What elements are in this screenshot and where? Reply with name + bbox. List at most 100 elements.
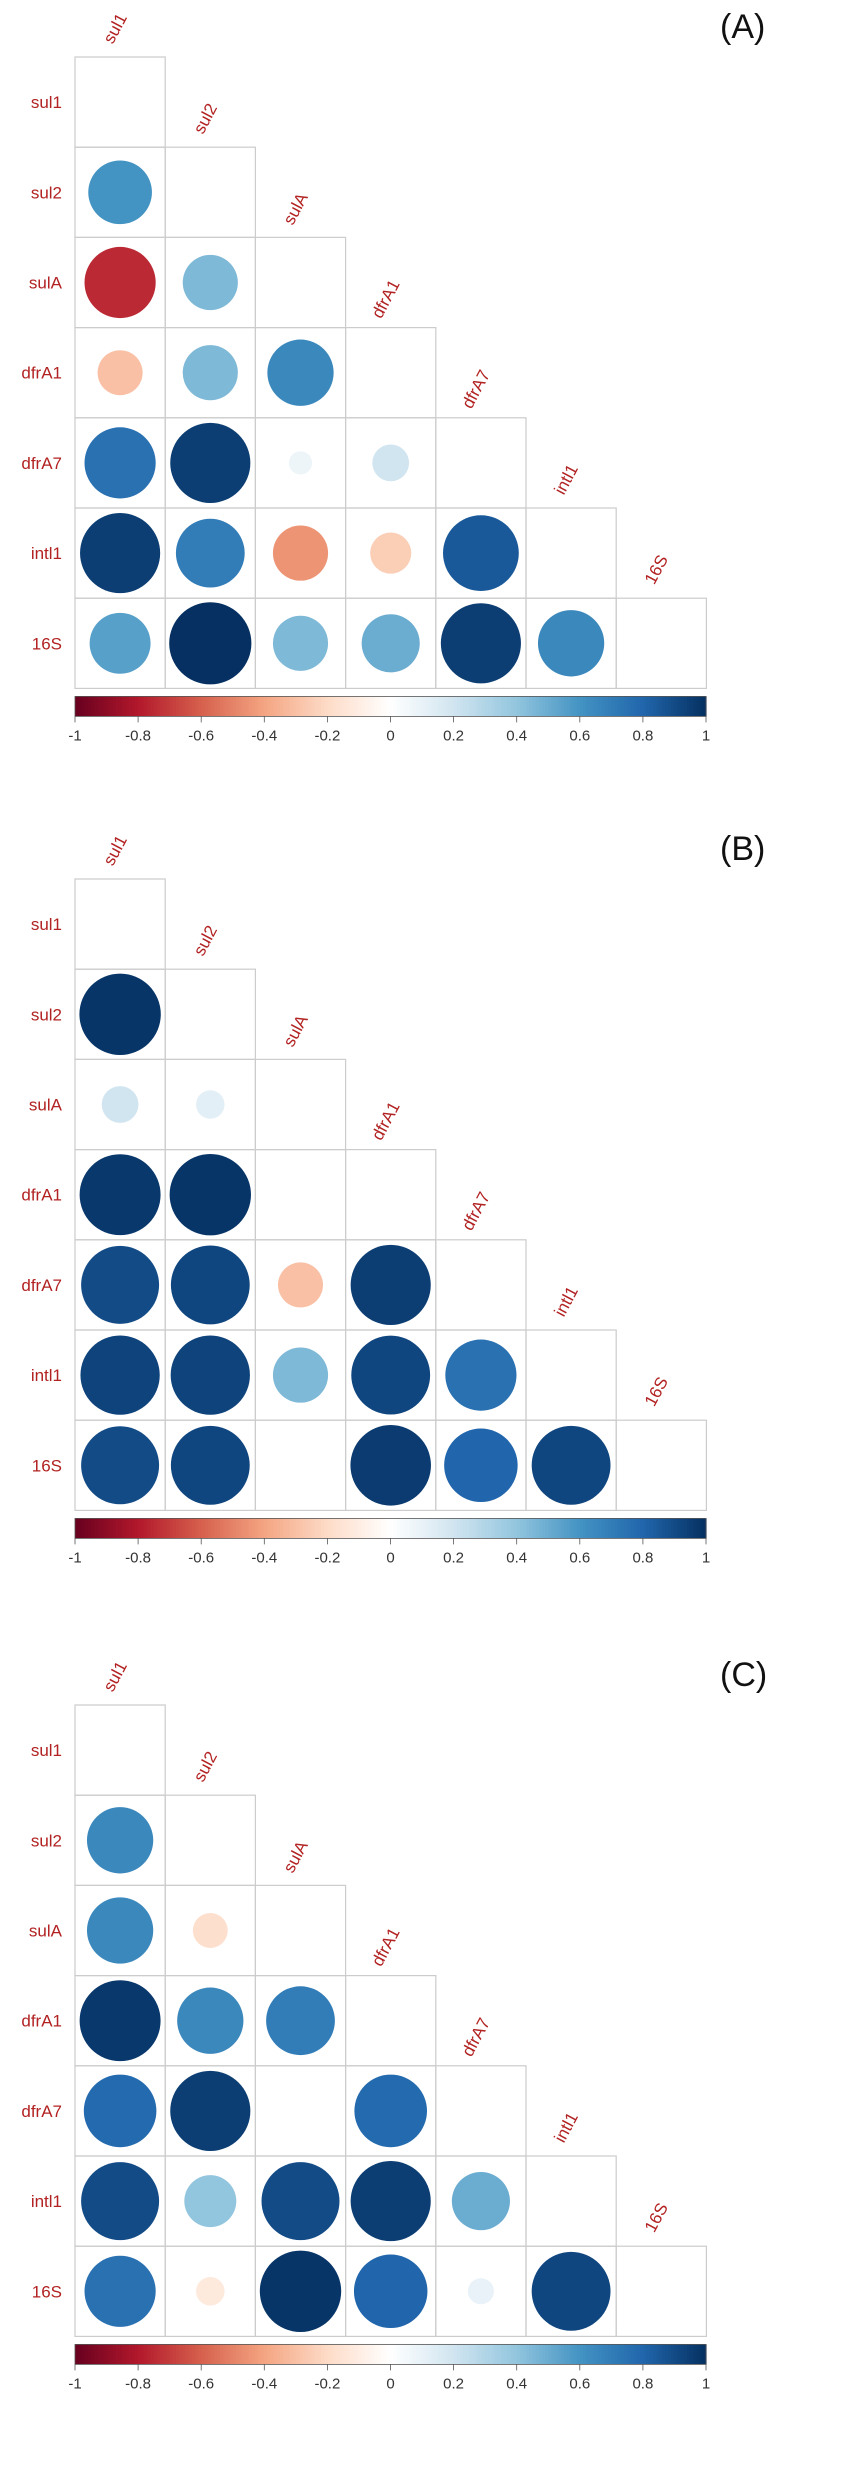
colorbar-segment <box>201 2344 205 2365</box>
panel-label: (C) <box>720 1656 767 1694</box>
grid-cell <box>345 1148 437 1241</box>
colorbar-segment <box>564 1518 568 1539</box>
colorbar-segment <box>605 1518 609 1539</box>
colorbar-tick-label: -0.2 <box>314 1549 340 1566</box>
colorbar-segment <box>623 696 628 717</box>
colorbar-segment <box>482 696 486 717</box>
colorbar-segment <box>153 1518 158 1539</box>
colorbar-segment <box>702 696 707 717</box>
colorbar-segment <box>554 696 559 717</box>
colorbar-tick-label: -0.2 <box>314 727 340 744</box>
colorbar-segment <box>390 2344 395 2365</box>
colorbar-segment <box>614 1518 619 1539</box>
colorbar-segment <box>270 696 275 717</box>
correlation-circle <box>84 427 156 499</box>
colorbar-segment <box>504 2344 508 2365</box>
colorbar-segment <box>314 2344 319 2365</box>
colorbar-segment <box>658 696 663 717</box>
colorbar-segment <box>122 696 127 717</box>
colorbar-segment <box>292 1518 297 1539</box>
row-label: sulA <box>29 1096 63 1115</box>
colorbar-segment <box>286 696 291 717</box>
colorbar-segment <box>330 2344 335 2365</box>
colorbar-segment <box>440 1518 445 1539</box>
colorbar-segment <box>150 1518 155 1539</box>
colorbar-segment <box>78 2344 82 2365</box>
colorbar-segment <box>128 1518 133 1539</box>
grid-cell <box>254 1419 347 1511</box>
colorbar-segment <box>235 1518 240 1539</box>
colorbar-tick-label: 0.2 <box>443 1549 464 1566</box>
correlation-circle <box>353 2254 428 2329</box>
colorbar-segment <box>415 2344 420 2365</box>
colorbar-segment <box>680 2344 685 2365</box>
colorbar-segment <box>349 2344 354 2365</box>
colorbar-segment <box>668 696 672 717</box>
colorbar-segment <box>699 2344 704 2365</box>
colorbar-segment <box>696 696 701 717</box>
colorbar-segment <box>169 1518 174 1539</box>
colorbar-segment <box>485 696 489 717</box>
colorbar-segment <box>642 1518 647 1539</box>
colorbar-segment <box>459 2344 464 2365</box>
colorbar-segment <box>608 696 612 717</box>
colorbar-segment <box>223 2344 228 2365</box>
colorbar-segment <box>570 696 575 717</box>
colorbar-segment <box>352 1518 357 1539</box>
colorbar-segment <box>201 1518 205 1539</box>
colorbar-segment <box>169 696 174 717</box>
colorbar-segment <box>138 2344 142 2365</box>
colorbar-segment <box>283 1518 287 1539</box>
colorbar-segment <box>273 2344 278 2365</box>
grid-cell <box>74 56 166 148</box>
row-label: sul1 <box>31 915 62 934</box>
colorbar-segment <box>636 696 641 717</box>
colorbar-segment <box>134 2344 139 2365</box>
correlation-circle <box>351 1335 431 1415</box>
colorbar-segment <box>109 2344 114 2365</box>
colorbar-segment <box>399 2344 404 2365</box>
colorbar-segment <box>365 696 370 717</box>
colorbar-segment <box>172 696 177 717</box>
colorbar-segment <box>381 2344 385 2365</box>
colorbar-segment <box>403 2344 407 2365</box>
colorbar-segment <box>668 1518 672 1539</box>
colorbar-segment <box>213 696 218 717</box>
colorbar-segment <box>535 1518 540 1539</box>
colorbar-segment <box>463 1518 467 1539</box>
correlation-circle <box>170 422 251 503</box>
colorbar-tick-label: 0 <box>386 727 394 744</box>
colorbar-segment <box>491 1518 496 1539</box>
colorbar-segment <box>112 2344 117 2365</box>
colorbar-segment <box>608 1518 612 1539</box>
colorbar-segment <box>381 696 385 717</box>
correlation-circle <box>170 1425 250 1505</box>
colorbar-segment <box>144 696 149 717</box>
grid-cell <box>435 2065 527 2157</box>
correlation-circle <box>89 612 151 674</box>
colorbar-segment <box>308 2344 313 2365</box>
colorbar-segment <box>248 696 253 717</box>
column-label: dfrA1 <box>368 1099 404 1144</box>
colorbar-tick-label: 0.4 <box>506 2375 527 2392</box>
grid-cell <box>254 236 347 329</box>
colorbar-tick-label: 0.2 <box>443 727 464 744</box>
colorbar-segment <box>267 1518 272 1539</box>
colorbar-segment <box>216 2344 221 2365</box>
colorbar-segment <box>664 696 669 717</box>
colorbar-segment <box>478 696 483 717</box>
colorbar-segment <box>144 2344 149 2365</box>
colorbar-segment <box>466 1518 470 1539</box>
colorbar-segment <box>122 1518 127 1539</box>
colorbar-segment <box>434 1518 439 1539</box>
colorbar-segment <box>280 2344 284 2365</box>
row-label: dfrA7 <box>21 454 62 473</box>
colorbar-segment <box>601 1518 606 1539</box>
colorbar-segment <box>387 696 392 717</box>
colorbar-segment <box>365 1518 370 1539</box>
colorbar-segment <box>103 696 108 717</box>
colorbar-segment <box>507 696 511 717</box>
colorbar-segment <box>627 1518 631 1539</box>
colorbar-segment <box>245 2344 250 2365</box>
